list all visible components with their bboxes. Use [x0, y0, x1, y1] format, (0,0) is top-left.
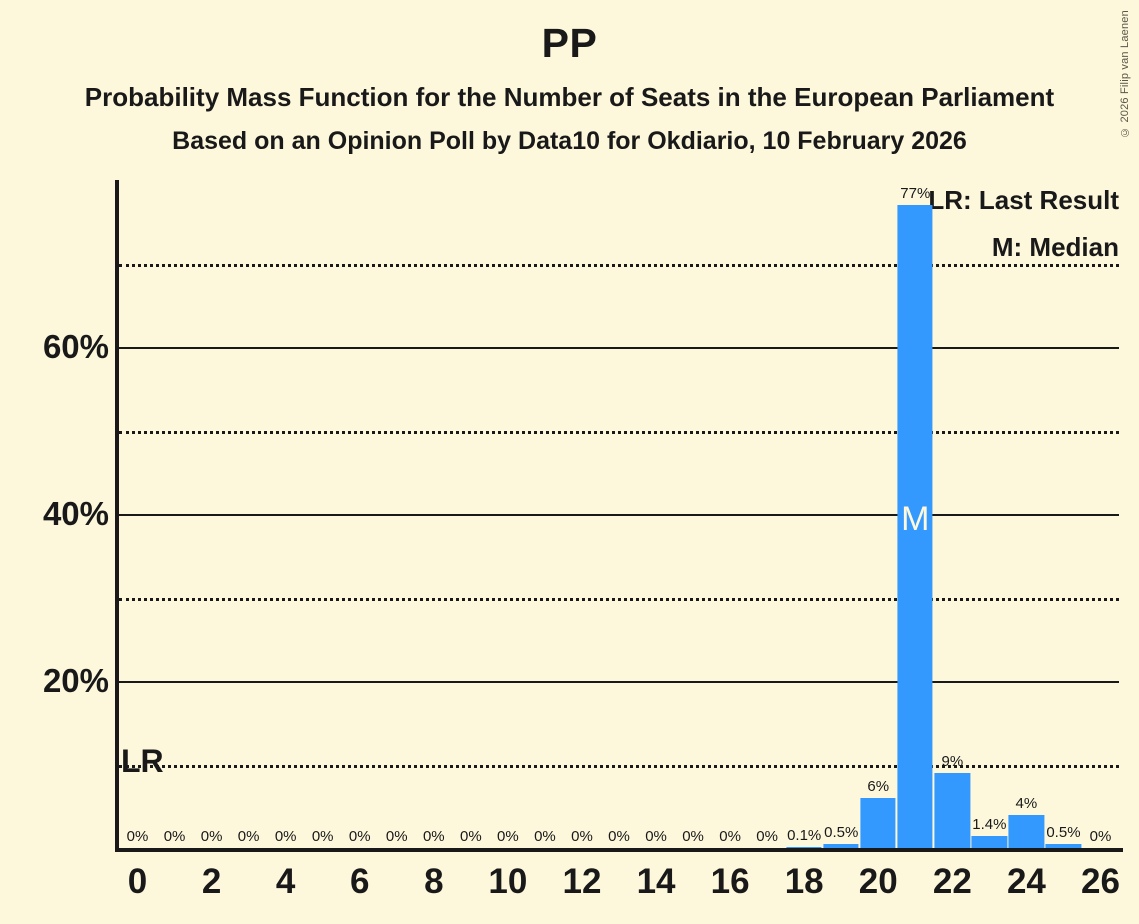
bar[interactable] [971, 836, 1007, 848]
bar-value-label: 6% [867, 777, 890, 795]
bar-value-label: 0% [274, 828, 297, 845]
legend-last-result: LR: Last Result [928, 185, 1119, 215]
x-axis-tick-24: 24 [1006, 862, 1046, 901]
x-axis-tick-6: 6 [350, 862, 370, 901]
bar-value-label: 0% [163, 828, 186, 845]
bar[interactable] [823, 843, 859, 848]
bar-value-label: 0% [348, 828, 371, 845]
y-axis-tick-20: 20% [42, 662, 109, 699]
median-marker: M [901, 500, 930, 538]
bar-slot: 77% M [897, 180, 934, 848]
bar-slot: 0% [193, 180, 230, 848]
bar-value-label: 0% [571, 828, 593, 845]
x-axis-tick-4: 4 [275, 862, 296, 901]
bar-slot: 0% [600, 180, 637, 848]
y-axis-line [115, 180, 119, 852]
bar-slot: 0% [304, 180, 341, 848]
bar-value-label: 0% [608, 828, 630, 845]
bar-value-label: 0% [719, 828, 741, 845]
bar-slot: 0% [638, 180, 675, 848]
bar-value-label: 0% [682, 828, 704, 845]
plot-area: 0% 0% 0% 0% 0% 0% 0% 0% 0% 0% 0% 0% 0% 0% 0% 0% 0% 0% 0.1%… [119, 180, 1119, 848]
bar-slot: 6% [860, 180, 897, 848]
bar-slot: 0% [526, 180, 563, 848]
bar-value-label: 0% [126, 828, 149, 845]
chart-source-caption: Based on an Opinion Poll by Data10 for O… [172, 127, 967, 156]
bar-value-label: 0% [422, 828, 445, 845]
bar-slot: 0% [341, 180, 378, 848]
bar-slot: 0% [749, 180, 786, 848]
bar-slot: 0% [712, 180, 749, 848]
bar-slot: 4% [1008, 180, 1045, 848]
x-axis-line [115, 848, 1123, 852]
bar-slot: 0.5% [1045, 180, 1082, 848]
bar-slot: 1.4% [971, 180, 1008, 848]
bar-value-label: 0% [200, 828, 223, 845]
bar-value-label: 0% [1089, 828, 1112, 845]
x-axis-tick-12: 12 [562, 862, 602, 901]
gridline-30 [119, 597, 1119, 601]
bar-value-label: 0% [385, 828, 408, 845]
bar[interactable] [897, 205, 933, 848]
x-axis-tick-16: 16 [710, 862, 750, 901]
page-title: PP [541, 20, 598, 66]
y-axis-tick-60: 60% [42, 328, 109, 365]
bar-value-label: 0% [645, 828, 667, 845]
bar-slot: 0% [230, 180, 267, 848]
chart-subtitle: Probability Mass Function for the Number… [84, 82, 1055, 113]
gridline-20 [119, 681, 1119, 683]
bar-value-label: 0.1% [787, 827, 822, 845]
bar-slot: 0% [1082, 180, 1119, 848]
legend-median: M: Median [991, 232, 1119, 262]
bar-value-label: 9% [941, 752, 964, 770]
bar-slot: 9% [934, 180, 971, 848]
bar-slot: 0% [119, 180, 156, 848]
bar-slot: 0% [563, 180, 600, 848]
bar-value-label: 0% [237, 828, 260, 845]
y-axis-tick-40: 40% [42, 495, 109, 532]
x-axis-tick-2: 2 [201, 862, 222, 901]
x-axis-tick-8: 8 [424, 862, 444, 901]
bar-value-label: 0% [460, 828, 482, 845]
bar-value-label: 1.4% [972, 816, 1007, 834]
gridline-10 [119, 764, 1119, 768]
x-axis-tick-10: 10 [488, 862, 528, 901]
bar-slot: 0.5% [823, 180, 860, 848]
gridline-50 [119, 430, 1119, 434]
bar-slot: 0% [489, 180, 526, 848]
bar-slot: 0% [156, 180, 193, 848]
bar-slot: 0% [675, 180, 712, 848]
bar[interactable] [786, 847, 822, 848]
x-axis-tick-22: 22 [932, 862, 972, 901]
bar-slot: 0% [267, 180, 304, 848]
bar-slot: 0% [452, 180, 489, 848]
bar[interactable] [934, 772, 970, 848]
gridline-70 [119, 263, 1119, 267]
bar[interactable] [860, 797, 896, 848]
bar-value-label: 0% [497, 828, 519, 845]
bar-value-label: 4% [1015, 794, 1038, 812]
x-axis-tick-18: 18 [784, 862, 824, 901]
bar-value-label: 0% [534, 828, 556, 845]
bar-value-label: 77% [900, 185, 931, 203]
bar[interactable] [1008, 814, 1044, 848]
gridline-60 [119, 347, 1119, 349]
x-axis-tick-20: 20 [858, 862, 898, 901]
copyright-notice: © 2026 Filip van Laenen [1119, 10, 1131, 138]
x-axis-tick-0: 0 [127, 862, 148, 901]
bar-value-label: 0.5% [824, 823, 859, 841]
bar-slot: 0% [415, 180, 452, 848]
bar-slot: 0.1% [786, 180, 823, 848]
gridline-40 [119, 514, 1119, 516]
bar-value-label: 0% [311, 828, 334, 845]
x-axis-tick-14: 14 [636, 862, 676, 901]
chart-header: PP Probability Mass Function for the Num… [0, 0, 1139, 155]
x-axis-tick-26: 26 [1081, 862, 1120, 901]
bar[interactable] [1045, 843, 1082, 848]
bar-slot: 0% [378, 180, 415, 848]
last-result-marker: LR [121, 742, 164, 779]
bar-value-label: 0% [756, 828, 778, 845]
bar-value-label: 0.5% [1046, 823, 1081, 841]
